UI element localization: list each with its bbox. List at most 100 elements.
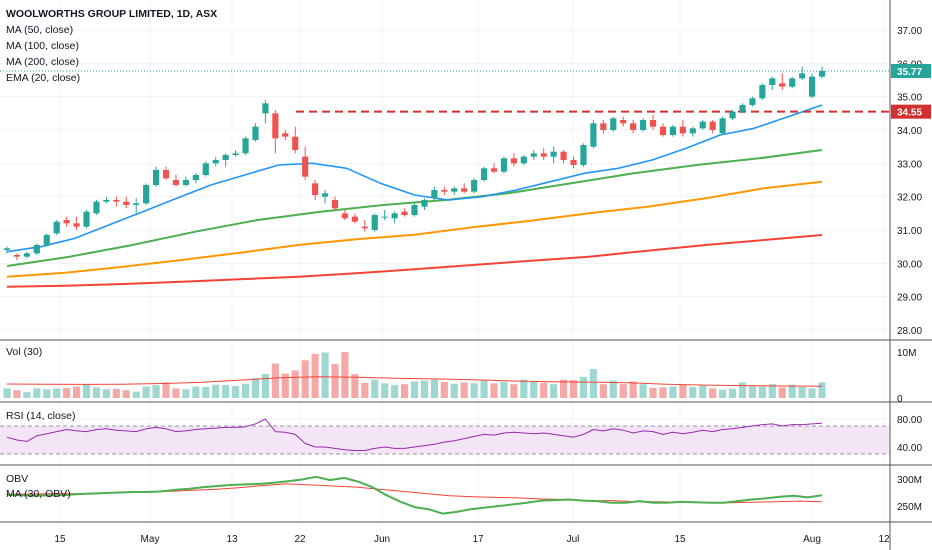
candle[interactable] [192, 175, 199, 180]
candle[interactable] [212, 160, 219, 164]
volume-bar[interactable] [550, 384, 558, 398]
candle[interactable] [33, 245, 40, 254]
volume-bar[interactable] [629, 381, 637, 398]
volume-bar[interactable] [212, 384, 220, 398]
volume-bar[interactable] [222, 385, 230, 398]
candle[interactable] [570, 160, 577, 165]
volume-bar[interactable] [689, 386, 697, 398]
volume-bar[interactable] [132, 391, 140, 398]
volume-bar[interactable] [92, 387, 101, 398]
candle[interactable] [133, 203, 140, 205]
volume-bar[interactable] [619, 384, 627, 398]
volume-bar[interactable] [659, 387, 667, 398]
candle[interactable] [490, 168, 498, 172]
candle[interactable] [391, 213, 398, 219]
candle[interactable] [361, 226, 368, 229]
obv-ma-label[interactable]: MA (30, OBV) [6, 488, 71, 500]
volume-bar[interactable] [43, 389, 51, 398]
legend-ema20[interactable]: EMA (20, close) [6, 72, 81, 84]
candle[interactable] [13, 255, 21, 257]
volume-bar[interactable] [818, 382, 826, 398]
candle[interactable] [272, 113, 279, 139]
rsi-pane-label[interactable]: RSI (14, close) [6, 410, 76, 422]
candle[interactable] [162, 170, 170, 179]
candle[interactable] [451, 188, 458, 192]
candle[interactable] [808, 76, 816, 97]
volume-bar[interactable] [261, 374, 269, 398]
volume-bar[interactable] [738, 382, 747, 398]
candle[interactable] [222, 155, 229, 160]
candle[interactable] [302, 156, 309, 177]
candle[interactable] [341, 213, 349, 219]
volume-bar[interactable] [510, 384, 518, 398]
volume-bar[interactable] [192, 386, 200, 399]
volume-bar[interactable] [63, 387, 71, 398]
candle[interactable] [73, 223, 80, 227]
candle[interactable] [719, 118, 726, 134]
volume-bar[interactable] [152, 385, 160, 398]
candle[interactable] [769, 78, 776, 85]
volume-bar[interactable] [400, 384, 409, 398]
volume-bar[interactable] [748, 385, 757, 398]
candle[interactable] [312, 183, 319, 195]
candle[interactable] [351, 216, 358, 222]
volume-bar[interactable] [351, 374, 359, 398]
candle[interactable] [381, 216, 388, 218]
volume-bar[interactable] [500, 381, 508, 398]
obv-line[interactable] [6, 475, 823, 515]
candle[interactable] [500, 158, 508, 172]
candle[interactable] [789, 78, 796, 87]
volume-bar[interactable] [182, 389, 190, 398]
volume-bar[interactable] [758, 386, 766, 399]
candle[interactable] [669, 126, 676, 135]
volume-bar[interactable] [361, 382, 369, 398]
volume-bar[interactable] [490, 383, 498, 398]
ma100-line[interactable] [6, 180, 823, 278]
candle[interactable] [103, 200, 110, 202]
candle[interactable] [779, 83, 786, 87]
candle[interactable] [93, 201, 100, 214]
volume-bar[interactable] [202, 386, 210, 398]
volume-bar[interactable] [271, 363, 279, 399]
volume-bar[interactable] [699, 385, 707, 398]
ma200-line[interactable] [6, 234, 823, 288]
volume-bar[interactable] [470, 383, 478, 398]
volume-bar[interactable] [72, 386, 81, 399]
obv-pane-label[interactable]: OBV [6, 473, 29, 485]
current-price-tag[interactable] [891, 64, 931, 78]
volume-bar[interactable] [23, 392, 31, 398]
candle[interactable] [799, 73, 806, 79]
volume-bar[interactable] [649, 387, 657, 398]
volume-bar[interactable] [609, 380, 617, 398]
volume-bar[interactable] [679, 384, 687, 398]
candle[interactable] [560, 151, 567, 160]
candle[interactable] [153, 170, 160, 185]
volume-bar[interactable] [301, 360, 309, 398]
candle[interactable] [749, 98, 756, 105]
volume-bar[interactable] [480, 379, 488, 398]
volume-bar[interactable] [719, 389, 727, 398]
candle[interactable] [818, 71, 826, 77]
candle[interactable] [113, 200, 120, 202]
candle[interactable] [371, 215, 378, 230]
candle[interactable] [530, 153, 537, 157]
candle[interactable] [232, 153, 239, 155]
volume-bar[interactable] [122, 390, 130, 398]
candle[interactable] [172, 180, 180, 185]
candle[interactable] [441, 190, 448, 192]
volume-bar[interactable] [232, 386, 240, 398]
volume-bar[interactable] [778, 387, 786, 398]
volume-bar[interactable] [410, 381, 419, 398]
volume-bar[interactable] [142, 386, 150, 399]
volume-bar[interactable] [808, 388, 816, 398]
volume-bar[interactable] [540, 382, 548, 398]
price-pane[interactable] [0, 66, 890, 288]
candle[interactable] [23, 253, 30, 257]
candle[interactable] [401, 211, 408, 215]
volume-bar[interactable] [53, 388, 61, 398]
candle[interactable] [83, 211, 90, 227]
volume-bar[interactable] [788, 384, 796, 398]
volume-bar[interactable] [311, 353, 319, 398]
candle[interactable] [630, 123, 637, 130]
candle[interactable] [123, 201, 130, 205]
